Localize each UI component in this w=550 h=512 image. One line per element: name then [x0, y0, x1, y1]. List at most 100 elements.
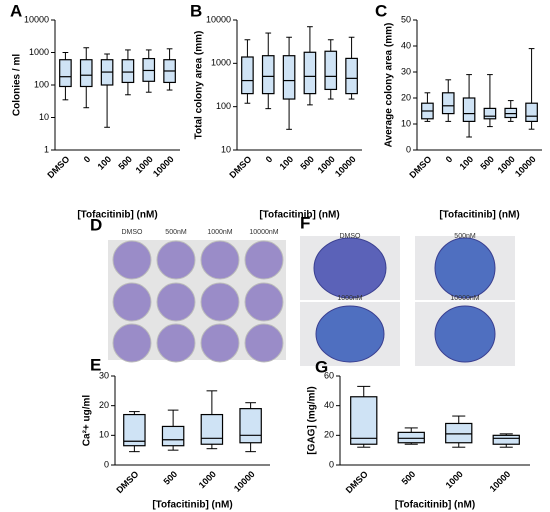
y-tick-label: 10 — [221, 144, 231, 154]
box — [261, 55, 275, 95]
x-tick-label: 10000 — [488, 469, 513, 494]
well — [244, 282, 284, 322]
y-tick-label: 1000 — [29, 47, 49, 57]
y-tick-label: 100 — [34, 79, 49, 89]
well — [200, 323, 240, 363]
x-axis-label: [Tofacitinib] (nM) — [439, 210, 519, 221]
well-label: 1000nM — [207, 229, 232, 236]
x-axis-label: [Tofacitinib] (nM) — [259, 210, 339, 221]
y-tick-label: 0 — [406, 144, 411, 154]
photo-label: 10000nM — [450, 295, 479, 302]
well — [156, 323, 196, 363]
x-tick-label: 0 — [82, 154, 93, 165]
box — [483, 107, 497, 120]
x-tick-label: 1000 — [444, 469, 465, 490]
box — [504, 107, 518, 119]
photo-label: 500nM — [454, 233, 476, 240]
y-tick-label: 10 — [39, 112, 49, 122]
x-tick-label: 500 — [162, 469, 180, 487]
y-tick-label: 50 — [401, 14, 411, 24]
photo-label: 1000nM — [337, 295, 362, 302]
panel-letter: G — [315, 357, 328, 376]
box — [525, 102, 538, 122]
x-tick-label: 10000 — [232, 469, 257, 494]
well — [200, 240, 240, 280]
x-tick-label: 0 — [444, 154, 455, 165]
panel-letter: C — [375, 1, 387, 20]
x-tick-label: 10000 — [151, 154, 176, 179]
y-tick-label: 20 — [401, 92, 411, 102]
x-tick-label: DMSO — [114, 469, 140, 495]
y-axis-label: Total colony area (mm) — [194, 31, 205, 140]
y-tick-label: 20 — [324, 430, 334, 440]
y-tick-label: 10 — [99, 430, 109, 440]
y-tick-label: 1 — [44, 144, 49, 154]
x-tick-label: 100 — [277, 154, 295, 172]
y-tick-label: 10000 — [24, 14, 49, 24]
well-label: DMSO — [122, 229, 144, 236]
box — [445, 422, 473, 444]
x-tick-label: DMSO — [45, 154, 71, 180]
cartilage-pellet — [315, 305, 385, 363]
y-tick-label: 1000 — [211, 58, 231, 68]
cartilage-pellet — [434, 237, 496, 299]
x-tick-label: DMSO — [344, 469, 370, 495]
x-axis-label: [Tofacitinib] (nM) — [395, 500, 475, 511]
box — [345, 57, 358, 95]
x-tick-label: 500 — [298, 154, 316, 172]
x-tick-label: DMSO — [227, 154, 253, 180]
y-tick-label: 30 — [401, 66, 411, 76]
well-label: 10000nM — [249, 229, 278, 236]
y-tick-label: 10 — [401, 118, 411, 128]
y-axis-label: Average colony area (mm) — [384, 23, 395, 148]
well — [112, 240, 152, 280]
x-tick-label: 100 — [457, 154, 475, 172]
x-tick-label: 0 — [264, 154, 275, 165]
box — [441, 92, 455, 115]
cartilage-pellet — [313, 237, 387, 299]
box — [161, 425, 185, 447]
box — [397, 431, 425, 444]
y-tick-label: 40 — [324, 400, 334, 410]
box — [59, 59, 72, 88]
panel-letter: B — [190, 1, 202, 20]
x-tick-label: 100 — [95, 154, 113, 172]
well — [112, 282, 152, 322]
x-tick-label: 10000 — [513, 154, 538, 179]
x-tick-label: 500 — [116, 154, 134, 172]
box — [239, 408, 262, 444]
panel-letter: E — [90, 355, 101, 374]
box — [350, 396, 378, 445]
y-tick-label: 20 — [99, 400, 109, 410]
y-tick-label: 0 — [104, 459, 109, 469]
x-tick-label: 10000 — [333, 154, 358, 179]
x-tick-label: DMSO — [407, 154, 433, 180]
y-tick-label: 40 — [401, 40, 411, 50]
box — [282, 55, 296, 100]
cartilage-pellet — [434, 305, 496, 363]
y-tick-label: 30 — [99, 370, 109, 380]
x-axis-label: [Tofacitinib] (nM) — [152, 500, 232, 511]
x-tick-label: 500 — [400, 469, 418, 487]
well — [244, 323, 284, 363]
x-axis-label: [Tofacitinib] (nM) — [77, 210, 157, 221]
box — [121, 59, 135, 84]
y-axis-label: Ca²+ ug/ml — [82, 395, 93, 447]
y-tick-label: 0 — [329, 459, 334, 469]
well-label: 500nM — [165, 229, 187, 236]
x-tick-label: 1000 — [197, 469, 218, 490]
well — [112, 323, 152, 363]
panel-letter: F — [300, 213, 310, 232]
box — [303, 51, 317, 95]
y-axis-label: Colonies / ml — [12, 54, 23, 116]
well — [156, 282, 196, 322]
box — [324, 50, 338, 91]
panel-letter: D — [90, 215, 102, 234]
box — [462, 97, 476, 122]
box — [241, 56, 254, 95]
y-axis-label: [GAG] (mg/ml) — [307, 386, 318, 454]
box — [123, 413, 146, 447]
well — [244, 240, 284, 280]
well — [200, 282, 240, 322]
